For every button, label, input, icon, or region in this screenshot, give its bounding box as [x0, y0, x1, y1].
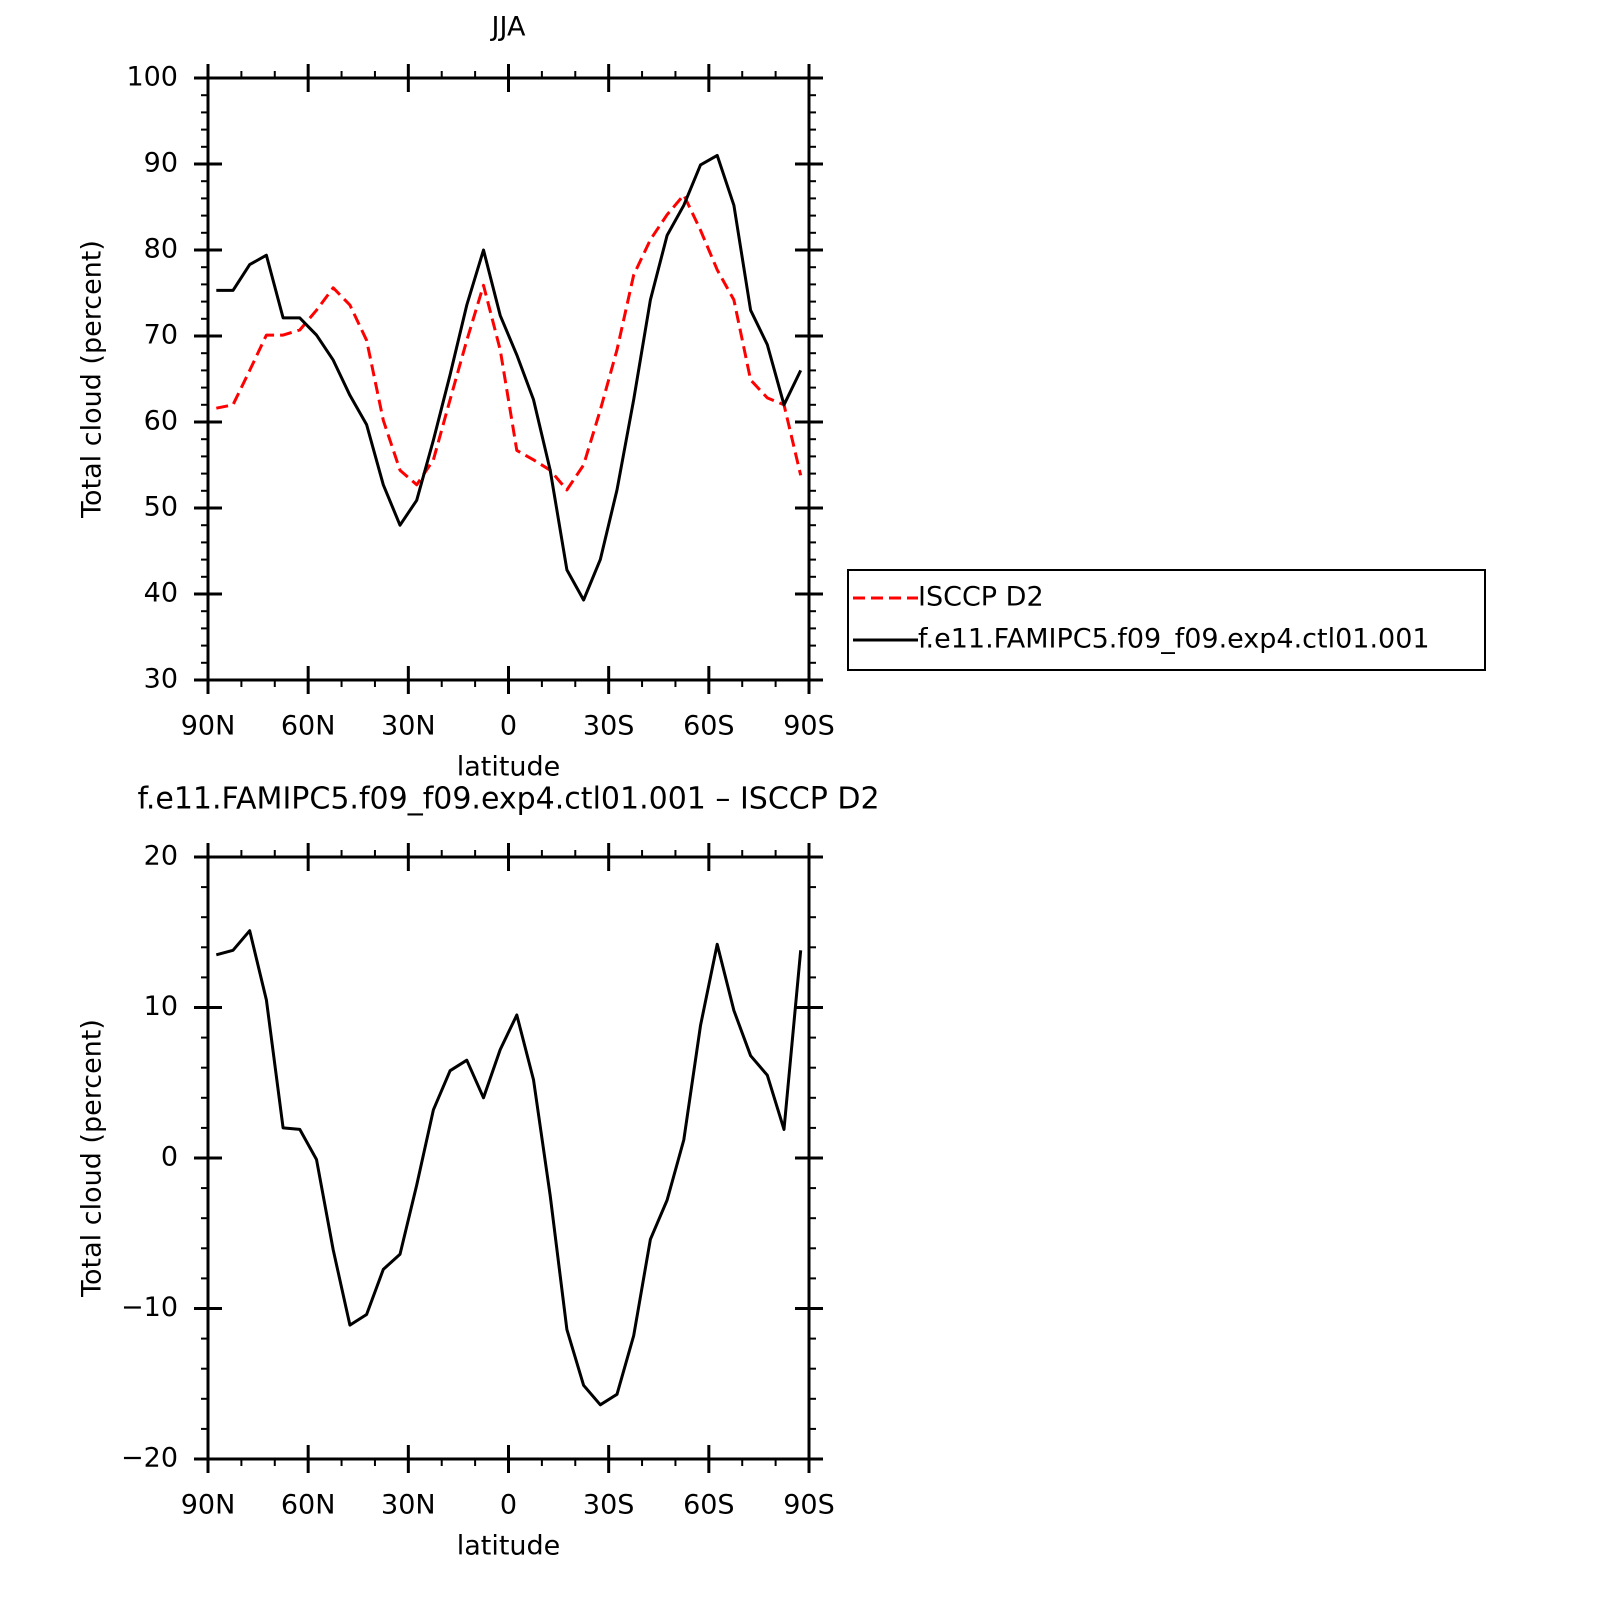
x-tick-label: 60N: [281, 711, 336, 742]
legend-label: f.e11.FAMIPC5.f09_f09.exp4.ctl01.001: [918, 624, 1430, 655]
x-tick-label: 0: [500, 711, 517, 742]
x-axis-label: latitude: [457, 1531, 561, 1562]
y-tick-label: 10: [144, 991, 178, 1022]
legend-box: [847, 569, 1486, 671]
x-tick-label: 90S: [783, 711, 835, 742]
x-tick-label: 60S: [683, 711, 735, 742]
legend-label: ISCCP D2: [918, 582, 1044, 613]
x-tick-label: 30N: [381, 1490, 436, 1521]
x-tick-label: 90S: [783, 1490, 835, 1521]
y-tick-label: 40: [144, 578, 178, 609]
y-axis-label: Total cloud (percent): [77, 1019, 108, 1298]
y-tick-label: 0: [161, 1142, 178, 1173]
data-line: [215, 929, 803, 1407]
y-tick-label: 70: [144, 320, 178, 351]
x-axis-label: latitude: [457, 752, 561, 783]
y-tick-label: 100: [126, 62, 178, 93]
data-line: [216, 193, 803, 492]
y-tick-label: 80: [144, 234, 178, 265]
y-tick-label: 30: [144, 664, 178, 695]
x-tick-label: 30S: [583, 711, 635, 742]
y-tick-label: 20: [144, 841, 178, 872]
x-tick-label: 0: [500, 1490, 517, 1521]
chart-title: JJA: [490, 12, 526, 43]
x-tick-label: 90N: [181, 1490, 236, 1521]
y-tick-label: −10: [121, 1292, 178, 1323]
chart-title: f.e11.FAMIPC5.f09_f09.exp4.ctl01.001 – I…: [137, 782, 879, 817]
y-axis-label: Total cloud (percent): [77, 240, 108, 519]
x-tick-label: 90N: [181, 711, 236, 742]
x-tick-label: 60S: [683, 1490, 735, 1521]
y-tick-label: −20: [121, 1443, 178, 1474]
data-line: [216, 153, 803, 602]
x-tick-label: 60N: [281, 1490, 336, 1521]
y-tick-label: 90: [144, 148, 178, 179]
plot-frame: [206, 76, 811, 682]
y-tick-label: 50: [144, 492, 178, 523]
x-tick-label: 30N: [381, 711, 436, 742]
x-tick-label: 30S: [583, 1490, 635, 1521]
y-tick-label: 60: [144, 406, 178, 437]
